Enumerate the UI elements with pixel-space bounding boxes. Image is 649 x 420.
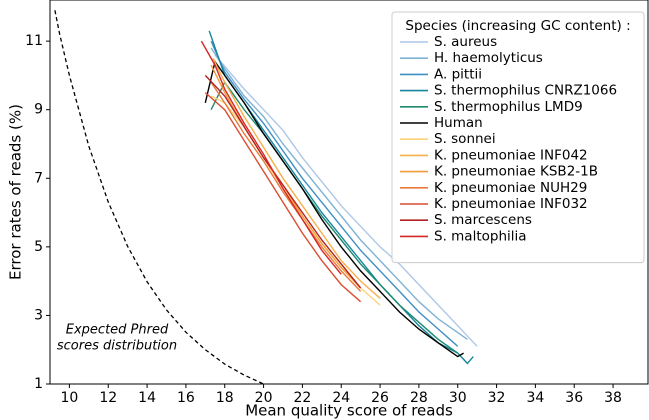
legend-label: S. maltophilia xyxy=(434,228,527,244)
legend-label: S. aureus xyxy=(434,34,497,50)
y-tick-label: 9 xyxy=(34,102,43,118)
annotation: Expected Phred xyxy=(66,323,169,338)
series-line xyxy=(210,80,459,354)
y-tick-label: 3 xyxy=(34,307,43,323)
series-line xyxy=(210,81,362,292)
series-line xyxy=(210,40,459,347)
legend-box xyxy=(391,11,645,264)
legend-label: H. haemolyticus xyxy=(434,50,543,66)
x-tick-label: 16 xyxy=(177,390,195,406)
y-tick-label: 7 xyxy=(34,170,43,186)
x-tick-label: 32 xyxy=(488,390,506,406)
series-line xyxy=(210,47,468,340)
series-line xyxy=(204,74,362,289)
x-tick-label: 20 xyxy=(255,390,273,406)
plot-area xyxy=(54,10,478,384)
x-tick-label: 24 xyxy=(332,390,350,406)
legend-label: K. pneumoniae KSB2-1B xyxy=(434,164,598,180)
x-tick-label: 26 xyxy=(371,390,389,406)
series-line xyxy=(204,92,362,303)
x-tick-label: 18 xyxy=(216,390,234,406)
x-tick-label: 36 xyxy=(565,390,583,406)
legend-label: S. marcescens xyxy=(434,212,532,228)
series-line xyxy=(212,57,381,299)
x-tick-label: 10 xyxy=(61,390,79,406)
legend-label: Human xyxy=(434,115,483,131)
x-tick-label: 12 xyxy=(99,390,117,406)
y-tick-label: 11 xyxy=(25,33,43,49)
annotation: scores distribution xyxy=(57,339,177,354)
plot-frame xyxy=(49,0,649,385)
legend-label: K. pneumoniae NUH29 xyxy=(434,180,587,196)
series-line xyxy=(214,54,478,347)
y-tick-label: 1 xyxy=(34,376,43,392)
legend-label: S. thermophilus LMD9 xyxy=(434,99,583,115)
legend-label: S. thermophilus CNRZ1066 xyxy=(434,83,617,99)
reference-curve xyxy=(54,10,264,384)
legend-title: Species (increasing GC content) : xyxy=(405,18,630,34)
legend-label: S. sonnei xyxy=(434,131,496,147)
y-tick-label: 5 xyxy=(34,239,43,255)
series-line xyxy=(208,30,474,365)
x-tick-label: 28 xyxy=(410,390,428,406)
legend-label: A. pittii xyxy=(434,66,482,82)
x-tick-label: 30 xyxy=(449,390,467,406)
x-axis-label: Mean quality score of reads xyxy=(245,402,453,420)
x-tick-label: 34 xyxy=(526,390,544,406)
legend-label: K. pneumoniae INF032 xyxy=(434,196,588,212)
series-line xyxy=(204,60,464,358)
y-axis-label: Error rates of reads (%) xyxy=(7,104,25,280)
x-tick-label: 38 xyxy=(604,390,622,406)
legend-label: K. pneumoniae INF042 xyxy=(434,147,588,163)
x-tick-label: 14 xyxy=(138,390,156,406)
x-tick-label: 22 xyxy=(293,390,311,406)
series-line xyxy=(200,40,342,275)
